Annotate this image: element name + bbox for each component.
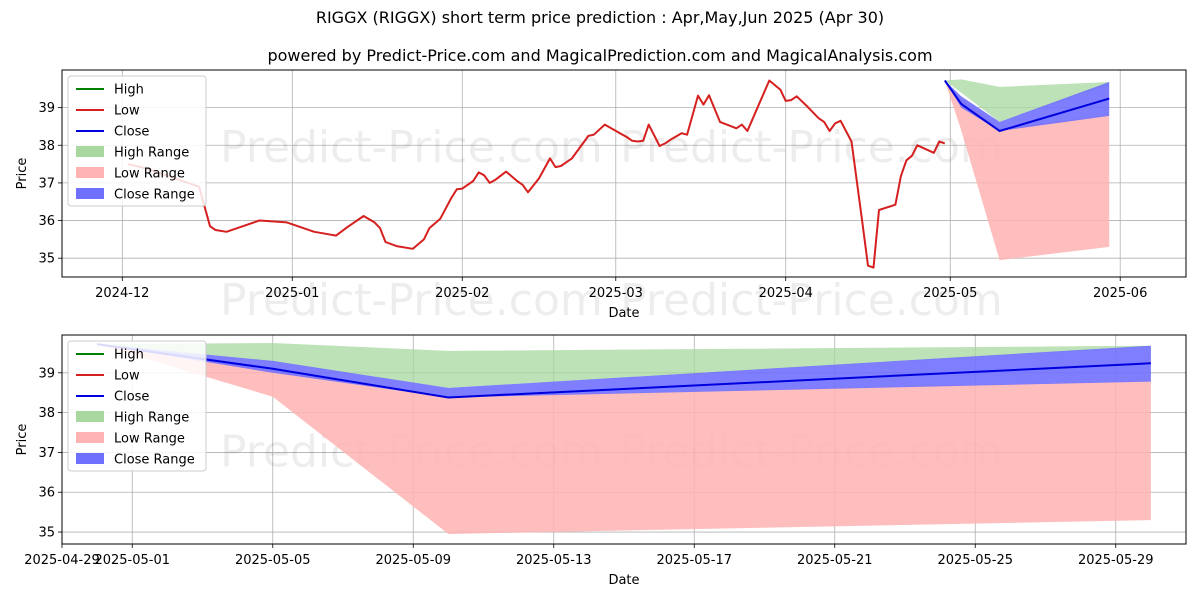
bottom-legend: High Low Close High Range Low Range Close Ran…	[67, 340, 207, 472]
bottom-x-tick-label: 2025-05-29	[1078, 553, 1154, 568]
bottom-x-tick-label: 2025-05-21	[797, 553, 873, 568]
top-y-tick-label: 35	[38, 252, 55, 267]
bottom-legend-swatch-high_range	[76, 411, 104, 422]
top-legend-label: Low	[114, 104, 140, 119]
top-legend-swatch-low_range	[76, 167, 104, 178]
bottom-y-tick-label: 38	[38, 406, 55, 421]
top-y-tick-label: 39	[38, 101, 55, 116]
top-x-tick-label: 2025-06	[1093, 286, 1147, 301]
bottom-legend-label: Low	[114, 369, 140, 384]
bottom-legend-label: Close	[114, 390, 149, 405]
top-legend-label: High	[114, 83, 144, 98]
top-legend-label: Close Range	[114, 188, 195, 203]
bottom-x-tick-label: 2025-05-13	[516, 553, 592, 568]
top-close-range-band	[944, 80, 1110, 131]
top-legend: High Low Close High Range Low Range Close Ran…	[67, 75, 207, 207]
top-legend-swatch-close_range	[76, 188, 104, 199]
bottom-legend-label: Close Range	[114, 453, 195, 468]
bottom-x-tick-label: 2025-04-29	[24, 553, 100, 568]
top-legend-swatch-high_range	[76, 146, 104, 157]
top-low-line	[127, 79, 946, 269]
top-legend-label: High Range	[114, 146, 189, 161]
top-x-tick-label: 2025-04	[759, 286, 813, 301]
top-close-line	[943, 79, 1110, 133]
top-legend-label: Close	[114, 125, 149, 140]
bottom-series-group	[96, 343, 1151, 534]
top-high-range-band	[944, 79, 1110, 122]
bottom-axes-frame	[61, 334, 1187, 545]
bottom-legend-swatch-close_range	[76, 453, 104, 464]
chart-title: RIGGX (RIGGX) short term price predictio…	[315, 8, 885, 27]
bottom-high-range-band	[97, 343, 1151, 388]
top-x-tick-label: 2024-12	[95, 286, 149, 301]
top-axes-frame	[61, 69, 1187, 278]
top-y-tick-label: 37	[38, 176, 55, 191]
top-y-axis-label: Price	[15, 158, 30, 190]
bottom-x-tick-label: 2025-05-05	[235, 553, 311, 568]
bottom-y-tick-label: 37	[38, 446, 55, 461]
bottom-y-tick-label: 36	[38, 486, 55, 501]
chart-subtitle: powered by Predict-Price.com and Magical…	[267, 46, 933, 65]
bottom-legend-label: Low Range	[114, 432, 185, 447]
bottom-low-range-band	[97, 344, 1151, 534]
top-watermark: Predict-Price.com	[220, 275, 603, 326]
bottom-y-tick-label: 35	[38, 526, 55, 541]
bottom-x-tick-label: 2025-05-25	[937, 553, 1013, 568]
top-watermark: Predict-Price.com	[620, 275, 1003, 326]
top-watermark: Predict-Price.com	[220, 122, 603, 173]
top-x-tick-label: 2025-03	[589, 286, 643, 301]
top-y-tick-label: 38	[38, 139, 55, 154]
top-plot: 2024-12 2025-01 2025-02 2025-03 2025-04 2025-…	[15, 69, 1187, 326]
bottom-close-range-band	[97, 344, 1151, 398]
top-watermark: Predict-Price.com	[620, 122, 1003, 173]
top-x-tick-label: 2025-05	[923, 286, 977, 301]
bottom-legend-label: High	[114, 348, 144, 363]
top-series-group	[127, 79, 1110, 269]
top-x-tick-label: 2025-01	[265, 286, 319, 301]
top-x-tick-label: 2025-02	[435, 286, 489, 301]
bottom-x-tick-label: 2025-05-09	[375, 553, 451, 568]
bottom-x-tick-label: 2025-05-17	[656, 553, 732, 568]
bottom-y-tick-label: 39	[38, 366, 55, 381]
bottom-legend-label: High Range	[114, 411, 189, 426]
bottom-x-tick-label: 2025-05-01	[94, 553, 170, 568]
bottom-x-axis-label: Date	[608, 573, 639, 588]
top-x-axis-label: Date	[608, 306, 639, 321]
bottom-legend-swatch-low_range	[76, 432, 104, 443]
top-y-tick-label: 36	[38, 214, 55, 229]
bottom-y-axis-label: Price	[15, 424, 30, 456]
top-low-range-band	[944, 80, 1110, 261]
top-legend-label: Low Range	[114, 167, 185, 182]
